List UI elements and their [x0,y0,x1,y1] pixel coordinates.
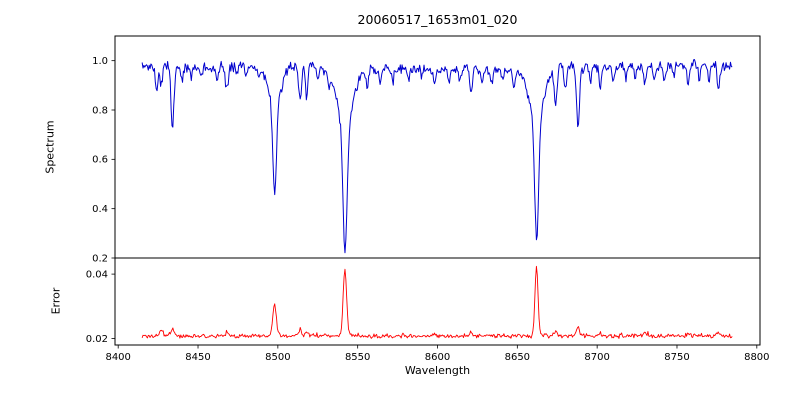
error-panel-border [114,257,761,346]
error-axis-label: Error [49,287,63,315]
x-tick-label: 8700 [584,352,609,363]
y-tick-label: 0.2 [92,253,108,264]
error-line [141,265,733,339]
y-tick-label: 0.6 [92,155,108,166]
x-tick-label: 8750 [664,352,689,363]
y-tick-label: 0.02 [86,334,108,345]
x-tick-label: 8800 [744,352,769,363]
y-tick-label: 0.04 [86,270,108,281]
plot-title: 20060517_1653m01_020 [357,12,518,27]
y-tick-label: 0.4 [92,204,108,215]
x-tick-label: 8600 [425,352,450,363]
x-tick-label: 8450 [185,352,210,363]
x-tick-label: 8400 [105,352,130,363]
x-tick-label: 8550 [345,352,370,363]
spectrum-axis-label: Spectrum [43,120,57,174]
y-tick-label: 0.8 [92,105,108,116]
x-tick-label: 8500 [265,352,290,363]
spectrum-line [141,59,733,254]
x-axis-label: Wavelength [404,364,471,377]
x-tick-label: 8650 [505,352,530,363]
y-tick-label: 1.0 [92,56,108,67]
